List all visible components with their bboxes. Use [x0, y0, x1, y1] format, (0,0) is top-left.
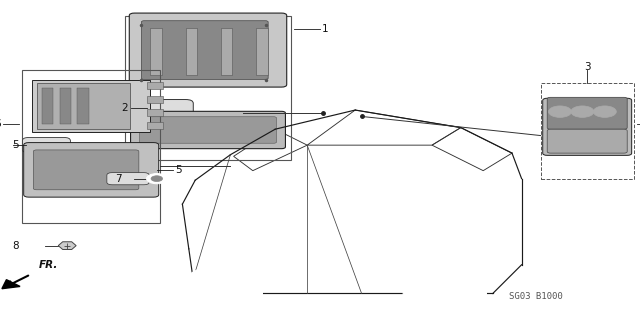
Text: SG03 B1000: SG03 B1000: [509, 292, 563, 301]
Circle shape: [593, 106, 616, 117]
Text: 2: 2: [122, 103, 128, 114]
Text: 1: 1: [322, 24, 328, 34]
FancyBboxPatch shape: [22, 137, 70, 153]
Bar: [541, 83, 634, 179]
Bar: [32, 80, 150, 132]
Polygon shape: [58, 242, 76, 249]
Ellipse shape: [196, 276, 245, 311]
Bar: [150, 28, 162, 75]
Ellipse shape: [179, 265, 262, 319]
Bar: [77, 88, 89, 124]
FancyBboxPatch shape: [547, 97, 627, 129]
Text: FR.: FR.: [38, 260, 58, 270]
Text: 5: 5: [13, 140, 19, 150]
Circle shape: [571, 106, 594, 117]
Ellipse shape: [420, 276, 469, 311]
Polygon shape: [2, 280, 20, 289]
Text: 7: 7: [115, 174, 122, 184]
Circle shape: [151, 176, 163, 182]
FancyBboxPatch shape: [143, 100, 193, 117]
FancyBboxPatch shape: [131, 111, 285, 149]
FancyBboxPatch shape: [33, 150, 139, 190]
FancyBboxPatch shape: [141, 21, 268, 79]
Text: 6: 6: [0, 119, 1, 129]
Bar: [60, 88, 71, 124]
Bar: [256, 28, 268, 75]
Bar: [147, 122, 163, 129]
Ellipse shape: [403, 265, 486, 319]
Bar: [186, 28, 197, 75]
Circle shape: [548, 106, 572, 117]
Bar: [147, 82, 163, 89]
Text: 5: 5: [175, 165, 181, 175]
Bar: [221, 28, 232, 75]
Bar: [22, 70, 160, 223]
Bar: [147, 109, 163, 116]
Text: 8: 8: [13, 241, 19, 251]
FancyBboxPatch shape: [24, 143, 159, 197]
FancyBboxPatch shape: [107, 173, 149, 185]
Bar: [42, 88, 53, 124]
FancyBboxPatch shape: [547, 129, 627, 153]
Bar: [147, 96, 163, 103]
Bar: [37, 83, 130, 129]
FancyBboxPatch shape: [129, 13, 287, 87]
Bar: [125, 16, 291, 160]
FancyBboxPatch shape: [543, 98, 632, 155]
Text: 3: 3: [584, 62, 591, 72]
Circle shape: [147, 174, 167, 184]
FancyBboxPatch shape: [140, 117, 276, 143]
